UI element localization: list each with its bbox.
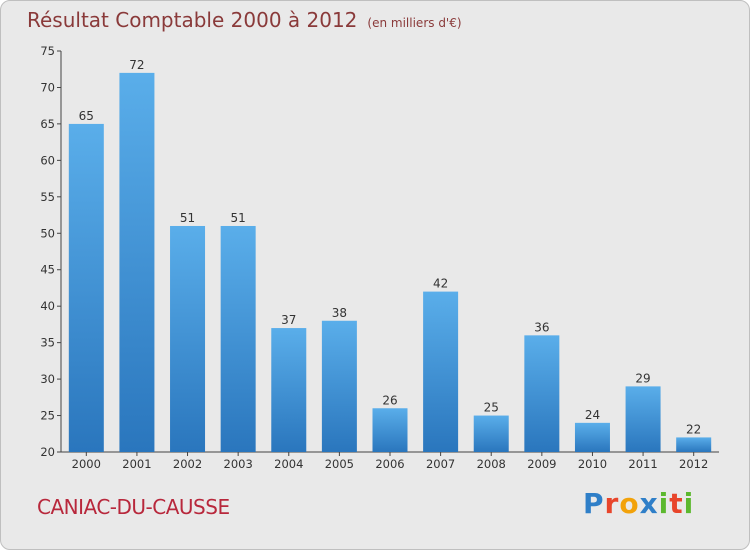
x-tick-label: 2008 bbox=[477, 457, 506, 471]
bar-2001 bbox=[119, 72, 155, 452]
x-tick-label: 2009 bbox=[527, 457, 556, 471]
x-tick-label: 2000 bbox=[72, 457, 101, 471]
logo-letter: r bbox=[604, 487, 620, 520]
bar-2002 bbox=[170, 225, 206, 452]
x-tick-label: 2012 bbox=[679, 457, 708, 471]
x-tick-label: 2005 bbox=[325, 457, 354, 471]
x-tick-label: 2004 bbox=[274, 457, 303, 471]
chart-unit: (en milliers d'€) bbox=[367, 16, 462, 30]
y-tick-label: 60 bbox=[40, 153, 55, 167]
x-tick-label: 2006 bbox=[375, 457, 404, 471]
x-tick-label: 2007 bbox=[426, 457, 455, 471]
bar-2010 bbox=[574, 422, 610, 452]
data-label-2007: 42 bbox=[433, 277, 448, 291]
bar-2003 bbox=[220, 225, 256, 452]
bar-2007 bbox=[423, 291, 459, 452]
data-label-2004: 37 bbox=[281, 313, 296, 327]
logo-letter: P bbox=[583, 487, 605, 520]
bar-2004 bbox=[271, 328, 307, 452]
logo-letter: x bbox=[639, 487, 659, 520]
y-tick-label: 70 bbox=[40, 80, 55, 94]
bar-2005 bbox=[321, 320, 357, 452]
data-label-2012: 22 bbox=[686, 422, 701, 436]
data-label-2005: 38 bbox=[332, 306, 347, 320]
logo-letter: t bbox=[669, 487, 684, 520]
data-label-2000: 65 bbox=[79, 109, 94, 123]
bar-2006 bbox=[372, 408, 408, 452]
x-tick-label: 2002 bbox=[173, 457, 202, 471]
data-label-2008: 25 bbox=[484, 401, 499, 415]
x-tick-label: 2001 bbox=[122, 457, 151, 471]
y-tick-label: 55 bbox=[40, 190, 55, 204]
y-tick-label: 40 bbox=[40, 299, 55, 313]
logo-letter: o bbox=[619, 487, 640, 520]
y-tick-label: 25 bbox=[40, 409, 55, 423]
chart-title: Résultat Comptable 2000 à 2012 (en millie… bbox=[27, 8, 462, 32]
logo-letter: i bbox=[658, 487, 670, 520]
bar-2000 bbox=[68, 123, 104, 452]
x-tick-label: 2011 bbox=[628, 457, 657, 471]
y-tick-label: 75 bbox=[40, 44, 55, 58]
bar-2011 bbox=[625, 386, 661, 452]
bar-2008 bbox=[473, 415, 509, 452]
chart-title-text: Résultat Comptable 2000 à 2012 bbox=[27, 8, 358, 32]
y-tick-label: 45 bbox=[40, 263, 55, 277]
x-tick-label: 2003 bbox=[224, 457, 253, 471]
commune-name: CANIAC-DU-CAUSSE bbox=[37, 495, 230, 519]
data-label-2009: 36 bbox=[534, 320, 549, 334]
y-tick-label: 50 bbox=[40, 226, 55, 240]
bar-2012 bbox=[676, 437, 712, 452]
x-tick-label: 2010 bbox=[578, 457, 607, 471]
y-tick-label: 30 bbox=[40, 372, 55, 386]
data-label-2003: 51 bbox=[231, 211, 246, 225]
proxiti-logo: Proxiti bbox=[583, 487, 694, 520]
data-label-2001: 72 bbox=[129, 58, 144, 72]
logo-letter: i bbox=[683, 487, 695, 520]
y-tick-label: 65 bbox=[40, 117, 55, 131]
y-tick-label: 35 bbox=[40, 336, 55, 350]
data-label-2010: 24 bbox=[585, 408, 600, 422]
data-label-2011: 29 bbox=[635, 371, 650, 385]
y-tick-label: 20 bbox=[40, 445, 55, 459]
data-label-2002: 51 bbox=[180, 211, 195, 225]
bar-2009 bbox=[524, 335, 560, 452]
data-label-2006: 26 bbox=[382, 393, 397, 407]
